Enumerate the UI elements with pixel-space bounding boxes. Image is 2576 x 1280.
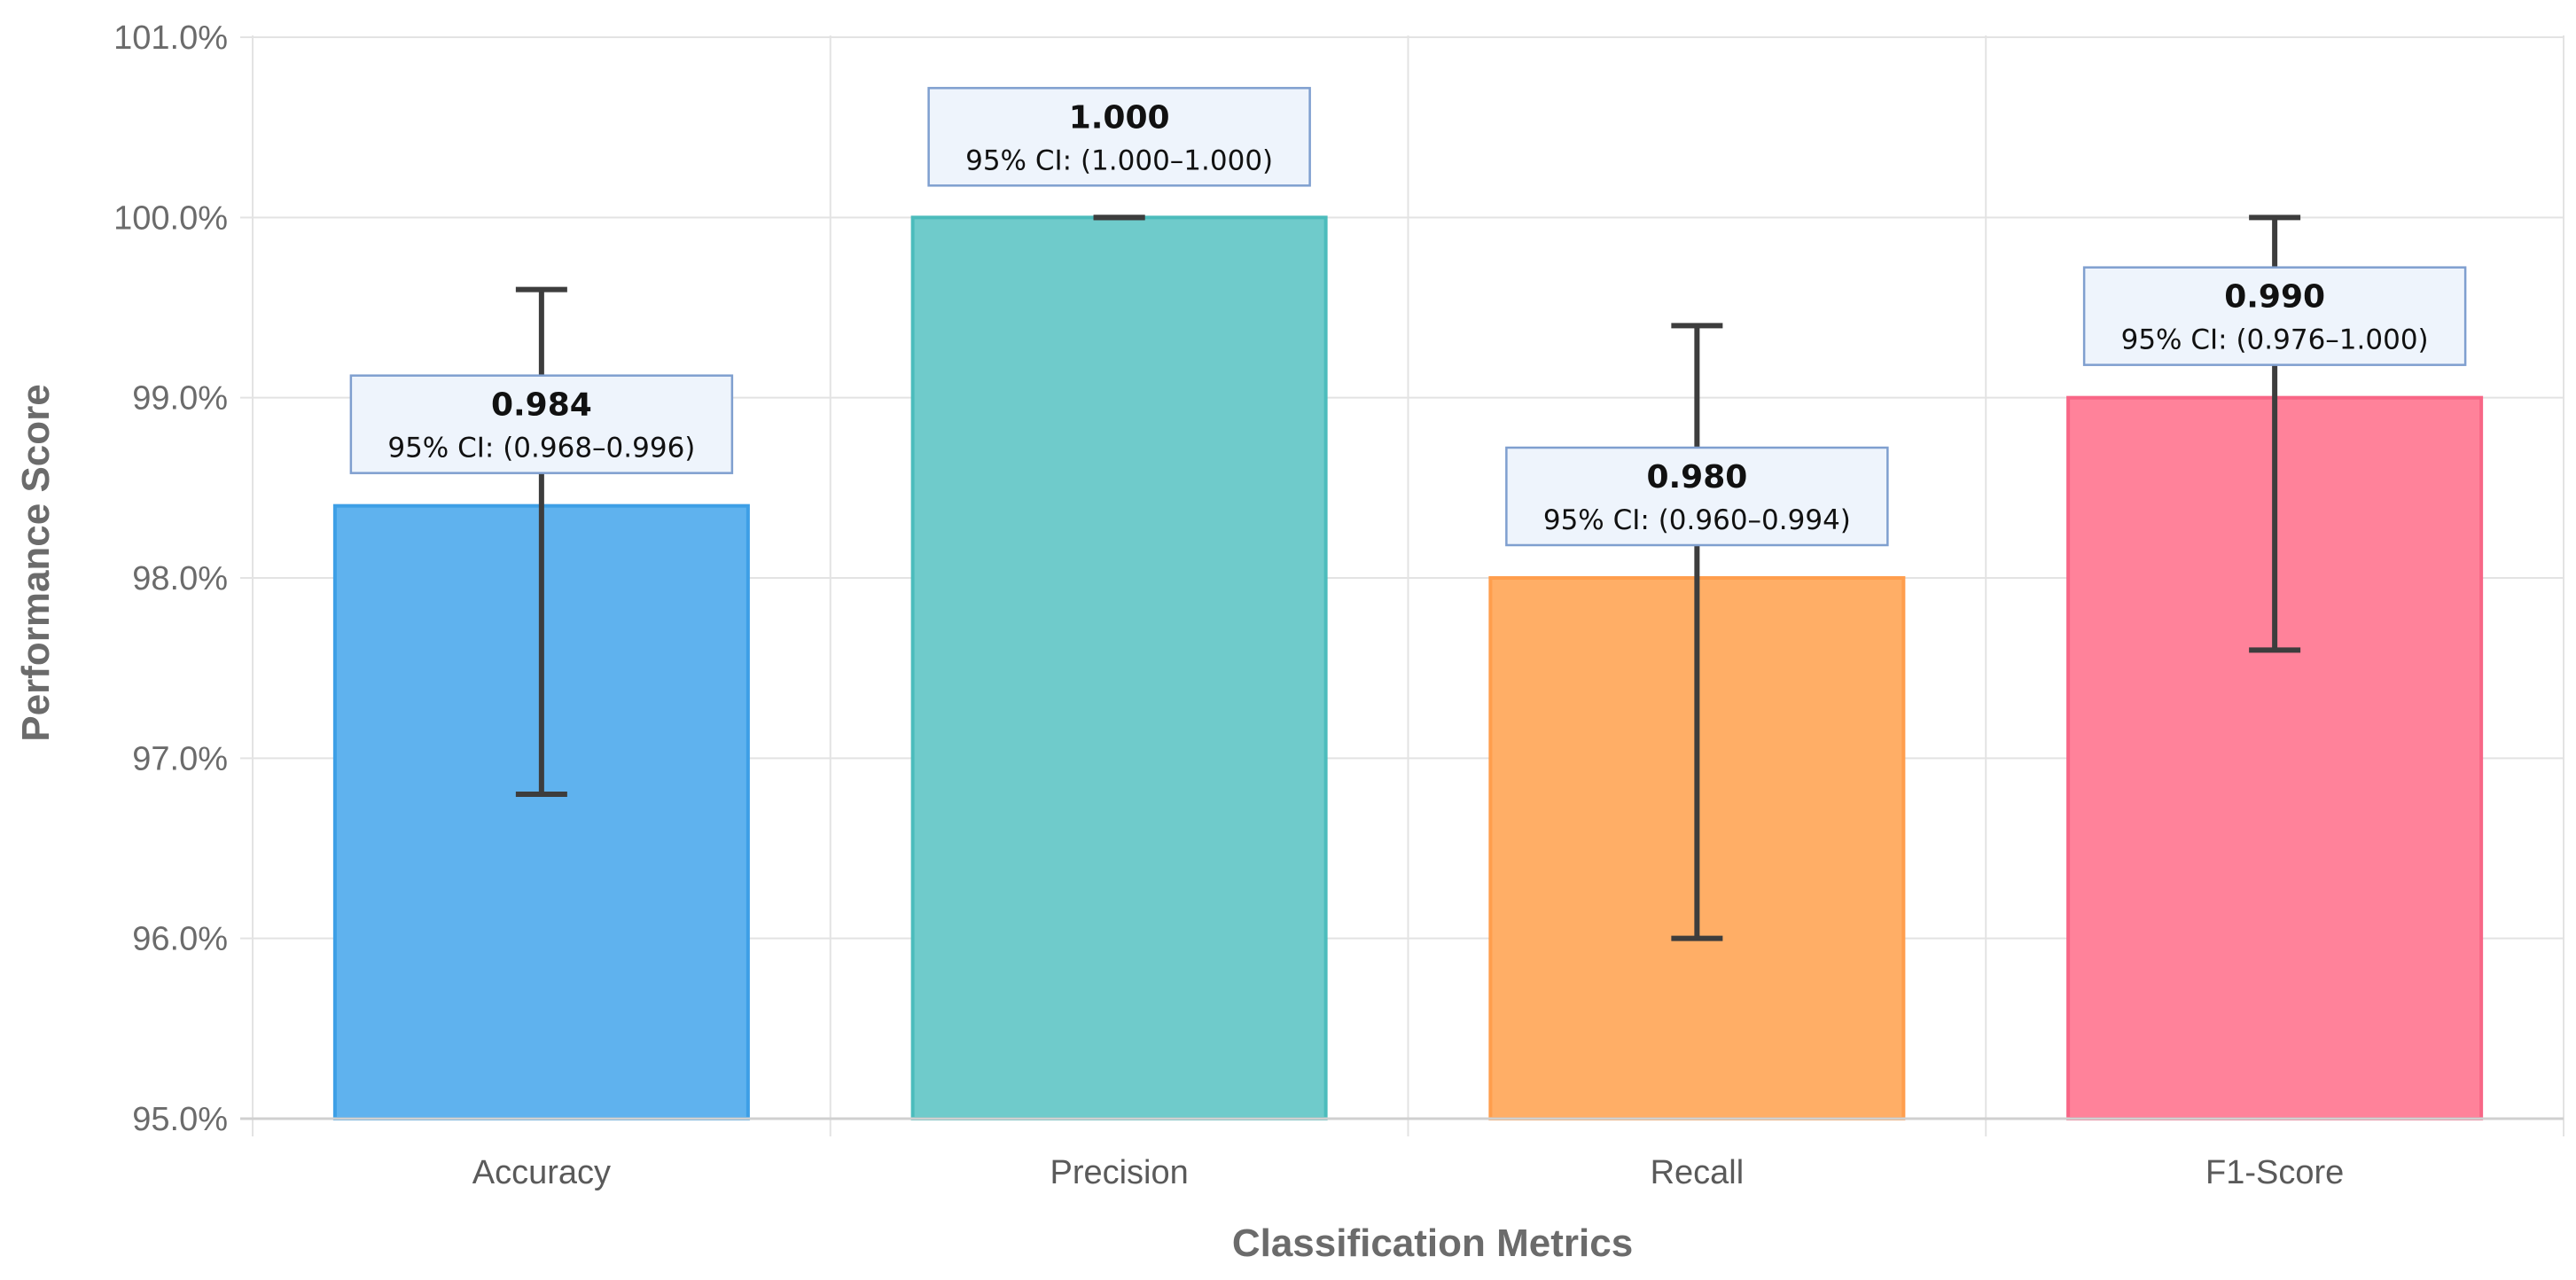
- annotation-recall: 0.980 95% CI: (0.960–0.994): [1505, 446, 1889, 547]
- annotation-value: 0.984: [491, 387, 592, 424]
- annotation-box: [1505, 446, 1889, 547]
- y-tick-label: 99.0%: [132, 380, 228, 418]
- annotation-precision: 1.000 95% CI: (1.000–1.000): [927, 87, 1311, 187]
- x-tick-label: Precision: [1050, 1154, 1188, 1191]
- annotation-value: 1.000: [1069, 99, 1170, 136]
- annotation-accuracy: 0.984 95% CI: (0.968–0.996): [349, 374, 734, 474]
- annotation-layer: 0.984 95% CI: (0.968–0.996) 1.000 95% CI: (…: [349, 87, 2467, 547]
- x-axis-title: Classification Metrics: [1232, 1221, 1633, 1265]
- y-tick-label: 101.0%: [113, 20, 228, 57]
- y-axis-title: Performance Score: [14, 384, 58, 742]
- annotation-f1-score: 0.990 95% CI: (0.976–1.000): [2082, 266, 2467, 366]
- annotation-ci: 95% CI: (1.000–1.000): [965, 144, 1273, 176]
- error-bar-accuracy: [515, 286, 567, 797]
- x-tick-label: Accuracy: [472, 1154, 611, 1191]
- annotation-box: [2082, 266, 2467, 366]
- annotation-ci: 95% CI: (0.968–0.996): [387, 433, 695, 464]
- y-tick-label: 100.0%: [113, 199, 228, 237]
- bar-precision: [910, 215, 1328, 1121]
- y-tick-label: 98.0%: [132, 560, 228, 597]
- x-tick-label: Recall: [1651, 1154, 1745, 1191]
- annotation-ci: 95% CI: (0.960–0.994): [1543, 504, 1851, 536]
- y-tick-label: 95.0%: [132, 1101, 228, 1138]
- x-tick-label: F1-Score: [2205, 1154, 2344, 1191]
- annotation-value: 0.990: [2224, 279, 2325, 316]
- y-tick-label: 97.0%: [132, 740, 228, 777]
- annotation-box: [927, 87, 1311, 187]
- annotation-box: [349, 374, 734, 474]
- annotation-ci: 95% CI: (0.976–1.000): [2121, 324, 2429, 356]
- y-tick-label: 96.0%: [132, 921, 228, 958]
- axis-layer: 95.0% 96.0% 97.0% 98.0% 99.0% 100.0% 101.0% Acc…: [113, 20, 2564, 1191]
- error-bar-recall: [1671, 323, 1723, 941]
- annotation-value: 0.980: [1646, 459, 1747, 496]
